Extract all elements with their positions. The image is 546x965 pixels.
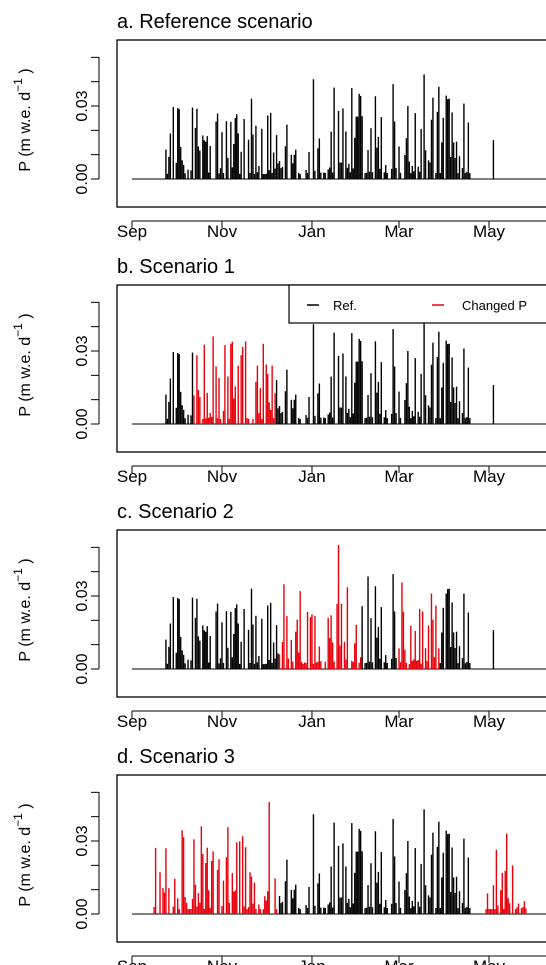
- x-tick-label: Nov: [207, 712, 238, 731]
- panel-title: b. Scenario 1: [117, 256, 235, 278]
- x-tick-label: May: [473, 712, 506, 731]
- y-tick-label: 0.03: [74, 825, 91, 856]
- panel-title: d. Scenario 3: [117, 746, 235, 768]
- x-tick-label: Jan: [298, 712, 325, 731]
- x-tick-label: May: [473, 957, 506, 965]
- x-tick-label: Jan: [298, 222, 325, 241]
- x-tick-label: Jan: [298, 467, 325, 486]
- x-tick-label: Sep: [117, 467, 147, 486]
- x-tick-label: Sep: [117, 222, 147, 241]
- x-tick-label: Jan: [298, 957, 325, 965]
- x-tick-label: Mar: [384, 467, 414, 486]
- x-tick-label: Mar: [384, 957, 414, 965]
- x-tick-label: Sep: [117, 957, 147, 965]
- panel-title: a. Reference scenario: [117, 11, 313, 33]
- y-tick-label: 0.00: [74, 898, 91, 929]
- legend-label-ref: Ref.: [333, 298, 357, 313]
- y-axis-label: P (m w.e. d−1 ): [11, 803, 34, 906]
- plot-frame: [116, 774, 546, 943]
- x-tick-label: Nov: [207, 467, 238, 486]
- panel-4: d. Scenario 3 0.00 0.03 P (m w.e. d−1 ) Sep N…: [11, 746, 546, 965]
- y-tick-label: 0.00: [74, 163, 91, 194]
- x-tick-label: Sep: [117, 712, 147, 731]
- plot-frame: [116, 39, 546, 208]
- x-tick-label: May: [473, 467, 506, 486]
- legend-label-changed: Changed P: [462, 298, 527, 313]
- legend-box: [288, 284, 546, 324]
- y-tick-label: 0.03: [74, 90, 91, 121]
- x-tick-label: Mar: [384, 712, 414, 731]
- x-tick-label: Nov: [207, 222, 238, 241]
- x-tick-label: May: [473, 222, 506, 241]
- plot-frame: [116, 529, 546, 698]
- x-tick-label: Mar: [384, 222, 414, 241]
- y-tick-label: 0.00: [74, 408, 91, 439]
- panel-title: c. Scenario 2: [117, 501, 234, 523]
- panel-1: a. Reference scenario 0.00 0.03 P (m w.e. d…: [11, 11, 546, 241]
- y-axis-label: P (m w.e. d−1 ): [11, 68, 34, 171]
- panel-3: c. Scenario 2 0.00 0.03 P (m w.e. d−1 ) Sep N…: [11, 501, 546, 731]
- y-axis-label: P (m w.e. d−1 ): [11, 558, 34, 661]
- y-axis-label: P (m w.e. d−1 ): [11, 313, 34, 416]
- legend: Ref. Changed P: [288, 284, 546, 324]
- y-tick-label: 0.03: [74, 335, 91, 366]
- panel-2: b. Scenario 1 0.00 0.03 P (m w.e. d−1 ) Sep N…: [11, 256, 546, 486]
- y-tick-label: 0.00: [74, 653, 91, 684]
- y-tick-label: 0.03: [74, 580, 91, 611]
- x-tick-label: Nov: [207, 957, 238, 965]
